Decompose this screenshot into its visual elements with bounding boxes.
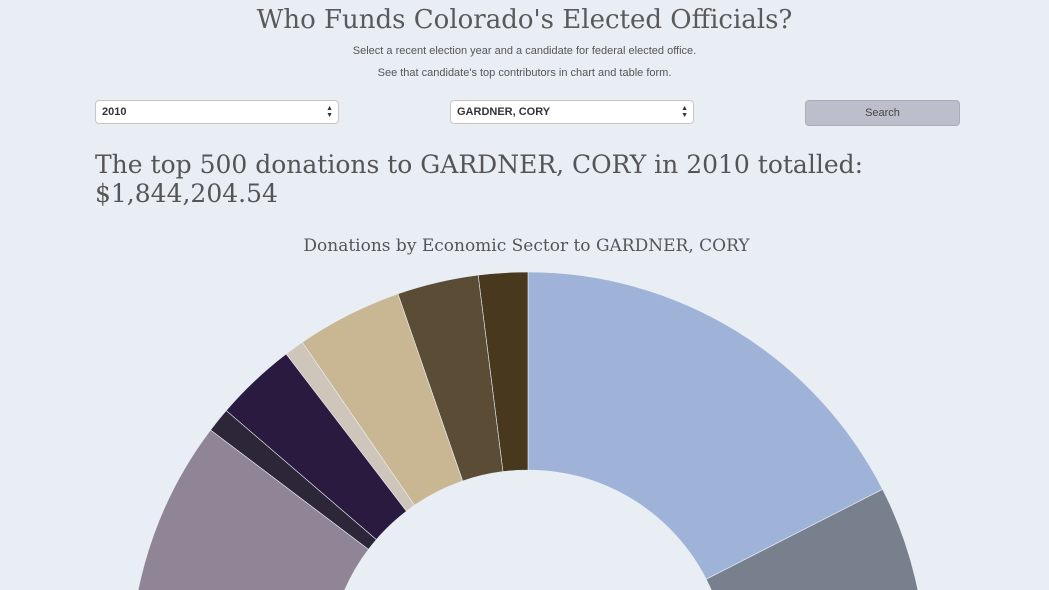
subtitle-description: See that candidate's top contributors in… xyxy=(377,67,672,79)
chart-title: Donations by Economic Sector to GARDNER,… xyxy=(303,236,750,256)
candidate-select-value: GARDNER, CORY xyxy=(457,106,551,118)
donut-slice[interactable] xyxy=(130,429,369,590)
donut-slice[interactable] xyxy=(705,488,926,590)
select-arrows-icon: ▲ ▼ xyxy=(681,105,688,119)
candidate-select[interactable]: GARDNER, CORY ▲ ▼ xyxy=(450,100,694,124)
donut-slice[interactable] xyxy=(225,353,407,541)
year-select[interactable]: 2010 ▲ ▼ xyxy=(95,100,339,124)
donut-slice[interactable] xyxy=(477,271,529,472)
donation-total-label: The top 500 donations to GARDNER, CORY i… xyxy=(95,150,864,179)
donation-total-amount: $1,844,204.54 xyxy=(95,179,278,208)
donut-slice[interactable] xyxy=(397,274,504,482)
donut-slice[interactable] xyxy=(285,341,415,512)
donut-slice[interactable] xyxy=(210,410,377,550)
donation-total-heading: The top 500 donations to GARDNER, CORY i… xyxy=(95,150,995,208)
donut-slice[interactable] xyxy=(527,271,884,580)
subtitle-instructions: Select a recent election year and a cand… xyxy=(352,45,697,57)
year-select-value: 2010 xyxy=(102,106,127,118)
select-arrows-icon: ▲ ▼ xyxy=(326,105,333,119)
page-title: Who Funds Colorado's Elected Officials? xyxy=(256,5,793,35)
search-button[interactable]: Search xyxy=(805,100,960,126)
donut-slice[interactable] xyxy=(301,293,464,506)
